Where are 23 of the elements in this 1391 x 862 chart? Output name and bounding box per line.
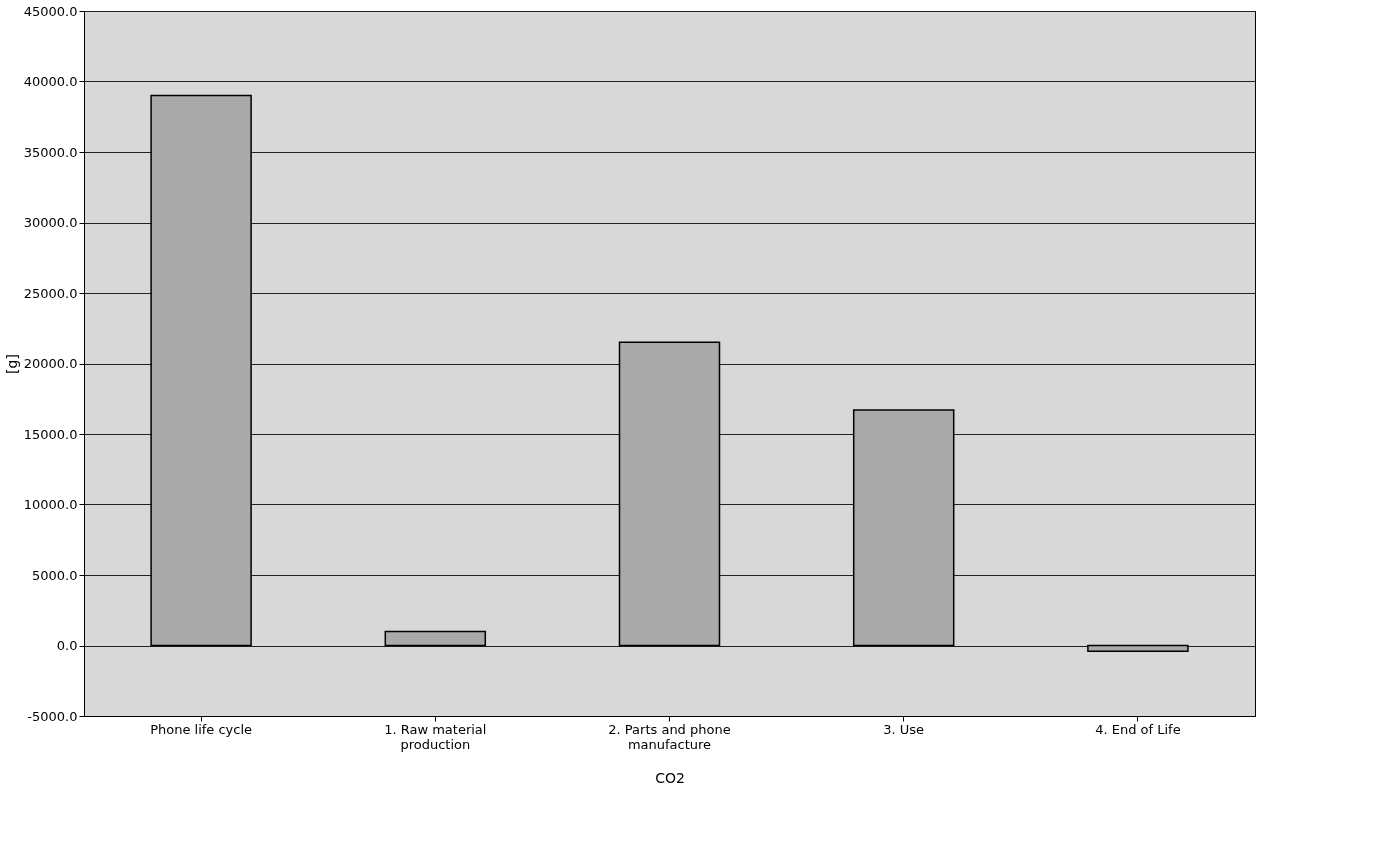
y-tick-label: 15000.0 (23, 426, 78, 442)
x-tick-label: 4. End of Life (1095, 721, 1181, 737)
x-tick-label: 2. Parts and phone manufacture (608, 721, 731, 752)
bar (618, 341, 721, 647)
y-tick-label: 5000.0 (32, 567, 78, 583)
y-tick-label: 10000.0 (23, 497, 78, 512)
y-tick-label: 35000.0 (23, 144, 78, 160)
bar (150, 94, 252, 647)
x-axis-title: CO2 (655, 769, 685, 786)
x-tick-label: 1. Raw material production (384, 721, 487, 752)
bar (852, 409, 955, 647)
y-axis-title: [g] (3, 354, 20, 374)
y-tick-label: -5000.0 (27, 708, 78, 724)
y-tick-label: 0.0 (56, 638, 78, 653)
y-tick-label: 20000.0 (23, 356, 78, 371)
bar (384, 630, 487, 647)
x-tick-label: Phone life cycle (150, 721, 253, 737)
bar (1087, 644, 1189, 652)
y-tick-label: 45000.0 (23, 3, 78, 19)
x-tick-label: 3. Use (883, 721, 925, 737)
y-tick-label: 30000.0 (23, 215, 78, 230)
y-tick-label: 40000.0 (23, 74, 78, 89)
y-tick-label: 25000.0 (23, 285, 78, 301)
